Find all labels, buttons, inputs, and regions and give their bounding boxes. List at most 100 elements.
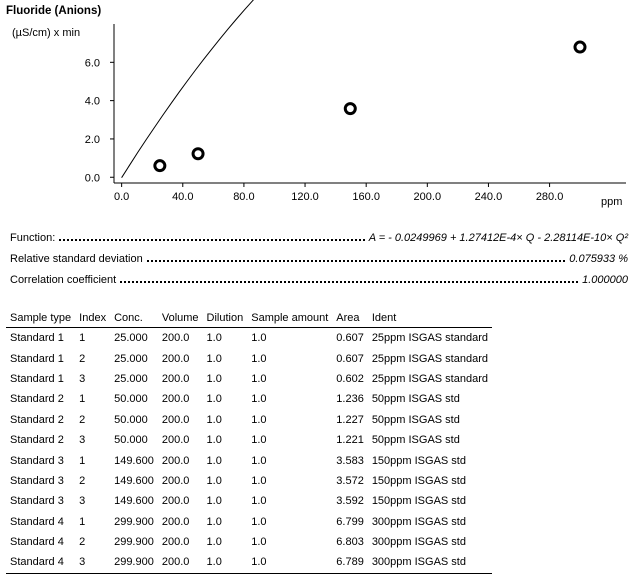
cell-ident: 25ppm ISGAS standard <box>371 332 488 345</box>
dot-leader <box>59 238 365 241</box>
chart-title: Fluoride (Anions) <box>6 5 101 17</box>
cell-sample-amount: 1.0 <box>247 552 333 574</box>
cell-sample-type: Standard 2 <box>10 434 64 447</box>
cell-sample-amount: 1.0 <box>251 515 267 528</box>
data-point <box>153 159 167 173</box>
cell-volume: 200.0 <box>161 413 190 426</box>
fit-curve-group <box>121 0 254 178</box>
cell-area: 0.602 <box>336 372 364 385</box>
header-conc: Conc. <box>110 309 158 328</box>
table-row: Standard 3 1 149.600 200.0 1.0 1.0 3.583 150ppm… <box>6 450 492 470</box>
cell-area: 0.607 <box>336 332 364 345</box>
header-ident: Ident <box>367 309 492 328</box>
cell-conc: 149.600 <box>114 495 154 508</box>
cell-area: 3.592 <box>336 495 364 508</box>
cell-dilution: 1.0 <box>206 536 222 549</box>
cell-volume: 200.0 <box>161 454 190 467</box>
cell-ident: 50ppm ISGAS std <box>371 413 460 426</box>
cell-conc: 25.000 <box>114 372 148 385</box>
table-row: Standard 2 1 50.000 200.0 1.0 1.0 1.236 50ppm I… <box>6 389 492 409</box>
cell-sample-amount: 1.0 <box>251 536 267 549</box>
cell-index: 3 <box>79 434 86 447</box>
function-value: A = - 0.0249969 + 1.27412E-4× Q - 2.2811… <box>368 232 628 244</box>
cell-volume: 200.0 <box>161 474 190 487</box>
data-points <box>153 40 587 173</box>
cell-ident: 300ppm ISGAS std <box>371 515 466 528</box>
cell-index: 3 <box>75 552 111 574</box>
fit-curve <box>121 0 254 178</box>
cell-ident: 50ppm ISGAS std <box>371 393 460 406</box>
cell-sample-amount: 1.0 <box>251 495 267 508</box>
table-row: Standard 2 3 50.000 200.0 1.0 1.0 1.221 50ppm I… <box>6 430 492 450</box>
x-tick-label: 40.0 <box>172 191 193 203</box>
data-point <box>343 102 357 116</box>
cell-index: 2 <box>79 413 86 426</box>
calibration-chart: Fluoride (Anions) (µS/cm) x min ppm 0.0 4… <box>6 0 626 208</box>
cell-sample-type: Standard 2 <box>10 413 64 426</box>
table-row: Standard 1 3 25.000 200.0 1.0 1.0 0.602 25ppm I… <box>6 369 492 389</box>
data-point <box>573 40 587 54</box>
cell-dilution: 1.0 <box>206 372 222 385</box>
cell-sample-type: Standard 1 <box>10 332 64 345</box>
rsd-value: 0.075933 % <box>569 253 628 265</box>
cell-index: 3 <box>79 495 86 508</box>
y-tick-label: 6.0 <box>85 57 100 69</box>
cell-conc: 299.900 <box>114 515 154 528</box>
cell-index: 2 <box>79 536 86 549</box>
cell-sample-amount: 1.0 <box>251 434 267 447</box>
cell-conc: 299.900 <box>110 552 158 574</box>
header-sample-type: Sample type <box>6 309 76 328</box>
cell-conc: 50.000 <box>114 434 148 447</box>
table-row: Standard 1 1 25.000 200.0 1.0 1.0 0.607 25ppm I… <box>6 328 492 349</box>
cell-area: 6.789 <box>332 552 368 574</box>
cell-area: 6.803 <box>336 536 364 549</box>
cell-sample-type: Standard 1 <box>10 372 64 385</box>
table-row: Standard 4 2 299.900 200.0 1.0 1.0 6.803 300ppm… <box>6 532 492 552</box>
cell-dilution: 1.0 <box>206 515 222 528</box>
cell-ident: 150ppm ISGAS std <box>371 495 466 508</box>
x-tick-label: 240.0 <box>475 191 503 203</box>
cell-conc: 149.600 <box>114 454 154 467</box>
cell-dilution: 1.0 <box>206 413 222 426</box>
cell-volume: 200.0 <box>161 372 190 385</box>
cell-sample-amount: 1.0 <box>251 393 267 406</box>
x-tick-label: 280.0 <box>536 191 564 203</box>
cell-dilution: 1.0 <box>206 454 222 467</box>
table-header-row: Sample type Index Conc. Volume Dilution … <box>6 309 492 328</box>
x-tick-label: 120.0 <box>291 191 319 203</box>
cell-sample-type: Standard 4 <box>10 515 64 528</box>
chart-axes <box>113 24 626 184</box>
cell-sample-amount: 1.0 <box>251 413 267 426</box>
cell-dilution: 1.0 <box>206 352 222 365</box>
rsd-label: Relative standard deviation <box>10 253 143 265</box>
cell-conc: 299.900 <box>114 536 154 549</box>
cell-area: 1.221 <box>336 434 364 447</box>
cell-volume: 200.0 <box>157 552 203 574</box>
correlation-row: Correlation coefficient 1.000000 <box>10 270 628 286</box>
table-row: Standard 4 3 299.900 200.0 1.0 1.0 6.789 300ppm… <box>6 552 492 574</box>
cell-sample-amount: 1.0 <box>251 372 267 385</box>
cell-volume: 200.0 <box>161 434 190 447</box>
cell-conc: 25.000 <box>114 352 148 365</box>
cell-dilution: 1.0 <box>206 474 222 487</box>
cell-index: 1 <box>79 393 86 406</box>
function-row: Function: A = - 0.0249969 + 1.27412E-4× … <box>10 228 628 244</box>
cell-conc: 50.000 <box>114 393 148 406</box>
cell-area: 3.572 <box>336 474 364 487</box>
cell-ident: 150ppm ISGAS std <box>371 454 466 467</box>
cell-volume: 200.0 <box>161 495 190 508</box>
header-volume: Volume <box>157 309 203 328</box>
header-index: Index <box>75 309 111 328</box>
header-dilution: Dilution <box>202 309 248 328</box>
table-row: Standard 1 2 25.000 200.0 1.0 1.0 0.607 25ppm I… <box>6 348 492 368</box>
cell-volume: 200.0 <box>161 352 190 365</box>
x-axis-label: ppm <box>601 196 622 208</box>
function-label: Function: <box>10 232 56 244</box>
table-row: Standard 4 1 299.900 200.0 1.0 1.0 6.799 300ppm… <box>6 512 492 532</box>
cell-sample-type: Standard 3 <box>10 495 64 508</box>
cell-index: 1 <box>79 515 86 528</box>
table-row: Standard 2 2 50.000 200.0 1.0 1.0 1.227 50ppm I… <box>6 410 492 430</box>
cell-volume: 200.0 <box>161 393 190 406</box>
cell-conc: 149.600 <box>114 474 154 487</box>
dot-leader <box>146 259 566 262</box>
